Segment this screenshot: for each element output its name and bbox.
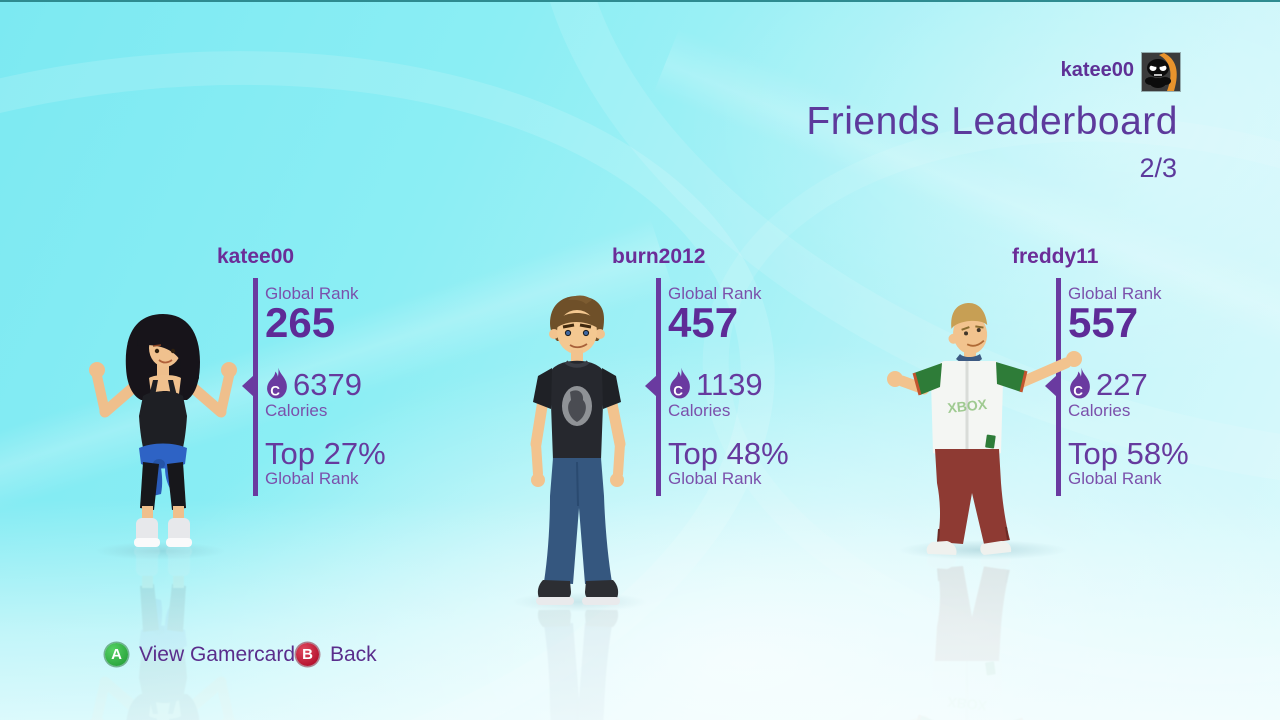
floor-fog <box>0 500 1280 720</box>
avatar-burn2012 <box>510 294 650 606</box>
stat-arrow-left-icon <box>242 375 254 397</box>
top-percent-value: Top 48% <box>668 436 789 471</box>
global-rank-label: Global Rank <box>265 284 359 303</box>
stat-arrow-left-icon <box>645 375 657 397</box>
calories-row: C 6379 <box>265 364 362 402</box>
page-title: Friends Leaderboard <box>806 100 1178 143</box>
calorie-flame-icon: C <box>670 367 690 399</box>
calorie-icon-letter: C <box>673 384 683 399</box>
calorie-icon-letter: C <box>1073 384 1083 399</box>
top-percent-value: Top 58% <box>1068 436 1189 471</box>
global-rank-label: Global Rank <box>668 284 762 303</box>
calorie-flame-icon: C <box>1070 367 1090 399</box>
gamerpic-avatar <box>1142 53 1180 91</box>
player-card-katee00[interactable]: katee00 Global Rank 265 C 6379 Calories … <box>217 245 443 496</box>
player-name: burn2012 <box>612 245 706 268</box>
calories-value: 6379 <box>293 367 362 402</box>
calories-label: Calories <box>265 401 328 420</box>
calories-row: C 1139 <box>668 364 763 402</box>
global-rank-value: 457 <box>668 299 739 346</box>
player-name: katee00 <box>217 245 295 268</box>
stat-divider-line <box>253 278 258 496</box>
player-card-burn2012[interactable]: burn2012 Global Rank 457 C 1139 Calories… <box>612 245 846 496</box>
global-rank-value: 557 <box>1068 299 1139 346</box>
top-edge-line <box>0 0 1280 2</box>
stat-arrow-left-icon <box>1045 375 1057 397</box>
avatar-freddy11 <box>882 297 1097 559</box>
top-percent-value: Top 27% <box>265 436 386 471</box>
avatar-katee00 <box>75 310 240 558</box>
player-card-freddy11[interactable]: freddy11 Global Rank 557 C 227 Calories … <box>1012 245 1246 496</box>
top-percent-sublabel: Global Rank <box>265 469 359 488</box>
stat-divider-line <box>656 278 661 496</box>
calories-value: 227 <box>1096 367 1148 402</box>
signed-in-gamertag: katee00 <box>1060 59 1134 81</box>
page-indicator: 2/3 <box>1139 153 1177 183</box>
player-name: freddy11 <box>1012 245 1099 268</box>
b-button-letter: B <box>302 646 313 663</box>
top-percent-sublabel: Global Rank <box>668 469 762 488</box>
view-gamercard-button[interactable]: View Gamercard <box>139 643 296 666</box>
global-rank-value: 265 <box>265 299 336 346</box>
calorie-flame-icon: C <box>267 367 287 399</box>
calories-value: 1139 <box>696 367 763 402</box>
calories-label: Calories <box>668 401 731 420</box>
a-button-letter: A <box>111 646 122 663</box>
top-percent-sublabel: Global Rank <box>1068 469 1162 488</box>
controller-a-button-icon[interactable]: A <box>105 643 128 666</box>
controller-b-button-icon[interactable]: B <box>296 643 319 666</box>
back-button[interactable]: Back <box>330 643 377 666</box>
calorie-icon-letter: C <box>270 384 280 399</box>
calories-label: Calories <box>1068 401 1131 420</box>
stat-divider-line <box>1056 278 1061 496</box>
global-rank-label: Global Rank <box>1068 284 1162 303</box>
calories-row: C 227 <box>1068 364 1148 402</box>
